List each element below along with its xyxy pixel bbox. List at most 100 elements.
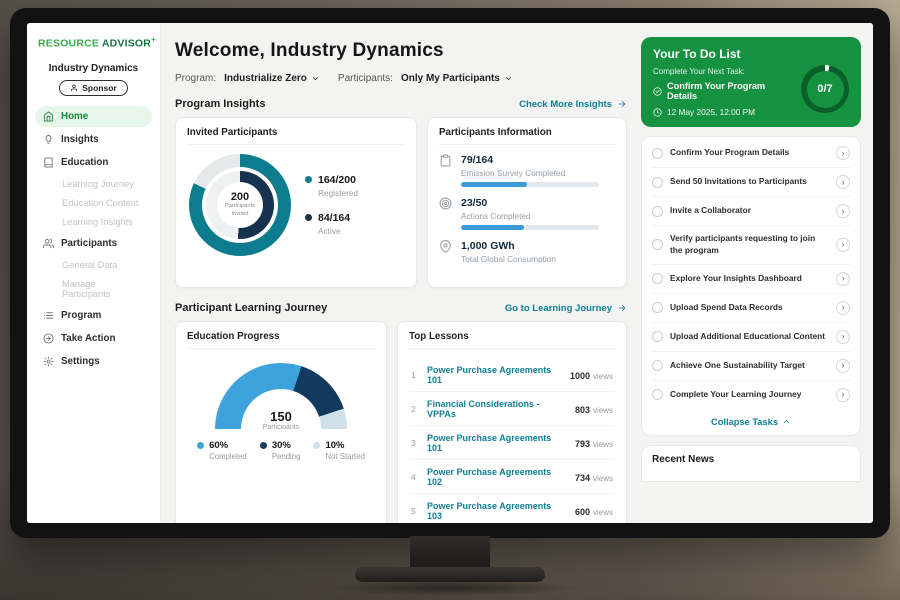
chevron-right-icon[interactable]: › bbox=[836, 387, 850, 402]
sidebar-item-education-content[interactable]: Education Content bbox=[62, 197, 139, 208]
program-insights-cards: Invited Participants 200 Participants In… bbox=[175, 117, 627, 288]
task-checkbox[interactable] bbox=[652, 205, 663, 217]
card-title: Invited Participants bbox=[187, 127, 405, 145]
info-label: Emission Survey Completed bbox=[461, 168, 566, 178]
chevron-right-icon[interactable]: › bbox=[836, 358, 850, 373]
sidebar-item-take-action[interactable]: Take Action bbox=[35, 328, 152, 349]
lesson-row: 3 Power Purchase Agreements 101 793 views bbox=[409, 426, 615, 460]
chevron-right-icon[interactable]: › bbox=[836, 204, 850, 218]
lesson-views: 734 bbox=[574, 472, 590, 483]
task-row[interactable]: Explore Your Insights Dashboard › bbox=[652, 265, 850, 294]
sidebar-item-program[interactable]: Program bbox=[35, 305, 152, 326]
info-value: 23/50 bbox=[461, 197, 488, 209]
link-label: Go to Learning Journey bbox=[504, 302, 612, 314]
program-filter-select[interactable]: Industrialize Zero bbox=[224, 73, 320, 84]
sidebar-item-settings[interactable]: Settings bbox=[35, 351, 152, 372]
lesson-views-suffix: views bbox=[592, 439, 613, 449]
card-title: Education Progress bbox=[187, 331, 375, 349]
participants-filter-select[interactable]: Only My Participants bbox=[401, 73, 513, 84]
task-row[interactable]: Upload Spend Data Records › bbox=[652, 294, 850, 323]
page-title: Welcome, Industry Dynamics bbox=[175, 40, 444, 61]
todo-due: 12 May 2025, 12:00 PM bbox=[653, 107, 849, 117]
lesson-link[interactable]: Power Purchase Agreements 101 bbox=[427, 432, 552, 453]
recent-news-card: Recent News bbox=[641, 444, 861, 482]
sidebar-item-learning-journey[interactable]: Learning Journey bbox=[62, 178, 134, 189]
sidebar-item-general-data[interactable]: General Data bbox=[62, 259, 118, 270]
chevron-right-icon[interactable]: › bbox=[836, 300, 850, 315]
card-title: Top Lessons bbox=[409, 331, 615, 349]
sidebar-item-manage-participants[interactable]: Manage Participants bbox=[62, 278, 111, 299]
legend-label: Completed bbox=[209, 452, 247, 461]
sidebar-item-participants[interactable]: Participants bbox=[35, 233, 152, 254]
task-row[interactable]: Send 50 Invitations to Participants › bbox=[652, 168, 850, 197]
task-row[interactable]: Verify participants requesting to join t… bbox=[652, 226, 850, 265]
chevron-up-icon bbox=[783, 420, 790, 424]
sidebar-item-learning-insights[interactable]: Learning Insights bbox=[62, 216, 133, 227]
task-checkbox[interactable] bbox=[652, 389, 663, 401]
chevron-right-icon[interactable]: › bbox=[836, 146, 850, 160]
lesson-views-suffix: views bbox=[592, 405, 613, 415]
collapse-tasks-button[interactable]: Collapse Tasks bbox=[652, 409, 850, 433]
sidebar-item-education[interactable]: Education bbox=[35, 152, 152, 173]
main-content: Welcome, Industry Dynamics Program: Indu… bbox=[161, 23, 641, 523]
task-checkbox[interactable] bbox=[652, 239, 663, 251]
monitor-stand-base bbox=[355, 567, 545, 582]
user-icon bbox=[71, 84, 78, 91]
go-to-learning-journey-link[interactable]: Go to Learning Journey bbox=[505, 303, 627, 314]
progress-fill bbox=[461, 182, 528, 187]
invited-participants-card: Invited Participants 200 Participants In… bbox=[175, 117, 417, 288]
task-checkbox[interactable] bbox=[652, 302, 663, 314]
people-icon bbox=[43, 238, 54, 248]
check-more-insights-link[interactable]: Check More Insights bbox=[519, 99, 627, 110]
sidebar-item-insights[interactable]: Insights bbox=[35, 129, 152, 150]
task-row[interactable]: Upload Additional Educational Content › bbox=[652, 323, 850, 352]
monitor-stand-neck bbox=[410, 536, 490, 569]
arrow-circle-icon bbox=[43, 332, 54, 344]
lesson-views-suffix: views bbox=[592, 473, 613, 483]
arrow-right-icon bbox=[618, 101, 626, 107]
info-row-survey: 79/164 Emission Survey Completed bbox=[439, 154, 615, 187]
section-title: Participant Learning Journey bbox=[175, 302, 328, 314]
legend-dot bbox=[313, 442, 321, 449]
donut-center-value: 200 bbox=[230, 191, 250, 204]
clipboard-icon bbox=[439, 154, 452, 187]
section-title: Program Insights bbox=[175, 98, 266, 110]
task-checkbox[interactable] bbox=[652, 273, 663, 285]
chevron-right-icon[interactable]: › bbox=[836, 175, 850, 189]
legend-item-pending: 30% Pending bbox=[259, 440, 300, 461]
task-label: Complete Your Learning Journey bbox=[670, 388, 802, 399]
task-checkbox[interactable] bbox=[652, 147, 663, 159]
sidebar-item-label: Education bbox=[61, 156, 109, 168]
lesson-link[interactable]: Financial Considerations - VPPAs bbox=[427, 398, 540, 419]
task-row[interactable]: Confirm Your Program Details › bbox=[652, 139, 850, 168]
lesson-row: 4 Power Purchase Agreements 102 734 views bbox=[409, 460, 615, 494]
info-value: 79/164 bbox=[461, 154, 494, 166]
lesson-link[interactable]: Power Purchase Agreements 103 bbox=[427, 500, 552, 521]
task-checkbox[interactable] bbox=[652, 176, 663, 188]
todo-progress-value: 0/7 bbox=[806, 70, 844, 108]
education-gauge-chart: 150 Participants bbox=[215, 363, 347, 429]
sponsor-badge[interactable]: Sponsor bbox=[59, 79, 128, 96]
lesson-link[interactable]: Power Purchase Agreements 101 bbox=[427, 364, 552, 385]
task-checkbox[interactable] bbox=[652, 331, 663, 343]
invited-legend: 164/200 Registered 84/164 Active bbox=[305, 174, 358, 236]
task-row[interactable]: Achieve One Sustainability Target › bbox=[652, 352, 850, 381]
clock-icon bbox=[653, 107, 662, 117]
chevron-down-icon bbox=[312, 77, 319, 80]
task-row[interactable]: Complete Your Learning Journey › bbox=[652, 381, 850, 409]
chevron-right-icon[interactable]: › bbox=[836, 237, 850, 252]
legend-value: 10% bbox=[325, 440, 345, 451]
task-checkbox[interactable] bbox=[652, 360, 663, 372]
lesson-link[interactable]: Power Purchase Agreements 102 bbox=[427, 466, 552, 487]
legend-dot bbox=[197, 442, 205, 449]
invited-donut-row: 200 Participants Invited 164/200 Registe… bbox=[187, 154, 405, 256]
task-row[interactable]: Invite a Collaborator › bbox=[652, 197, 850, 226]
progress-track bbox=[461, 225, 599, 230]
sidebar-item-home[interactable]: Home bbox=[35, 105, 152, 127]
todo-next-task[interactable]: Confirm Your Program Details bbox=[653, 81, 793, 101]
chevron-right-icon[interactable]: › bbox=[836, 329, 850, 344]
lesson-row: 1 Power Purchase Agreements 101 1000 view… bbox=[409, 358, 615, 392]
legend-label: Registered bbox=[318, 188, 359, 198]
chevron-right-icon[interactable]: › bbox=[836, 271, 850, 286]
participants-filter-value: Only My Participants bbox=[400, 73, 500, 84]
